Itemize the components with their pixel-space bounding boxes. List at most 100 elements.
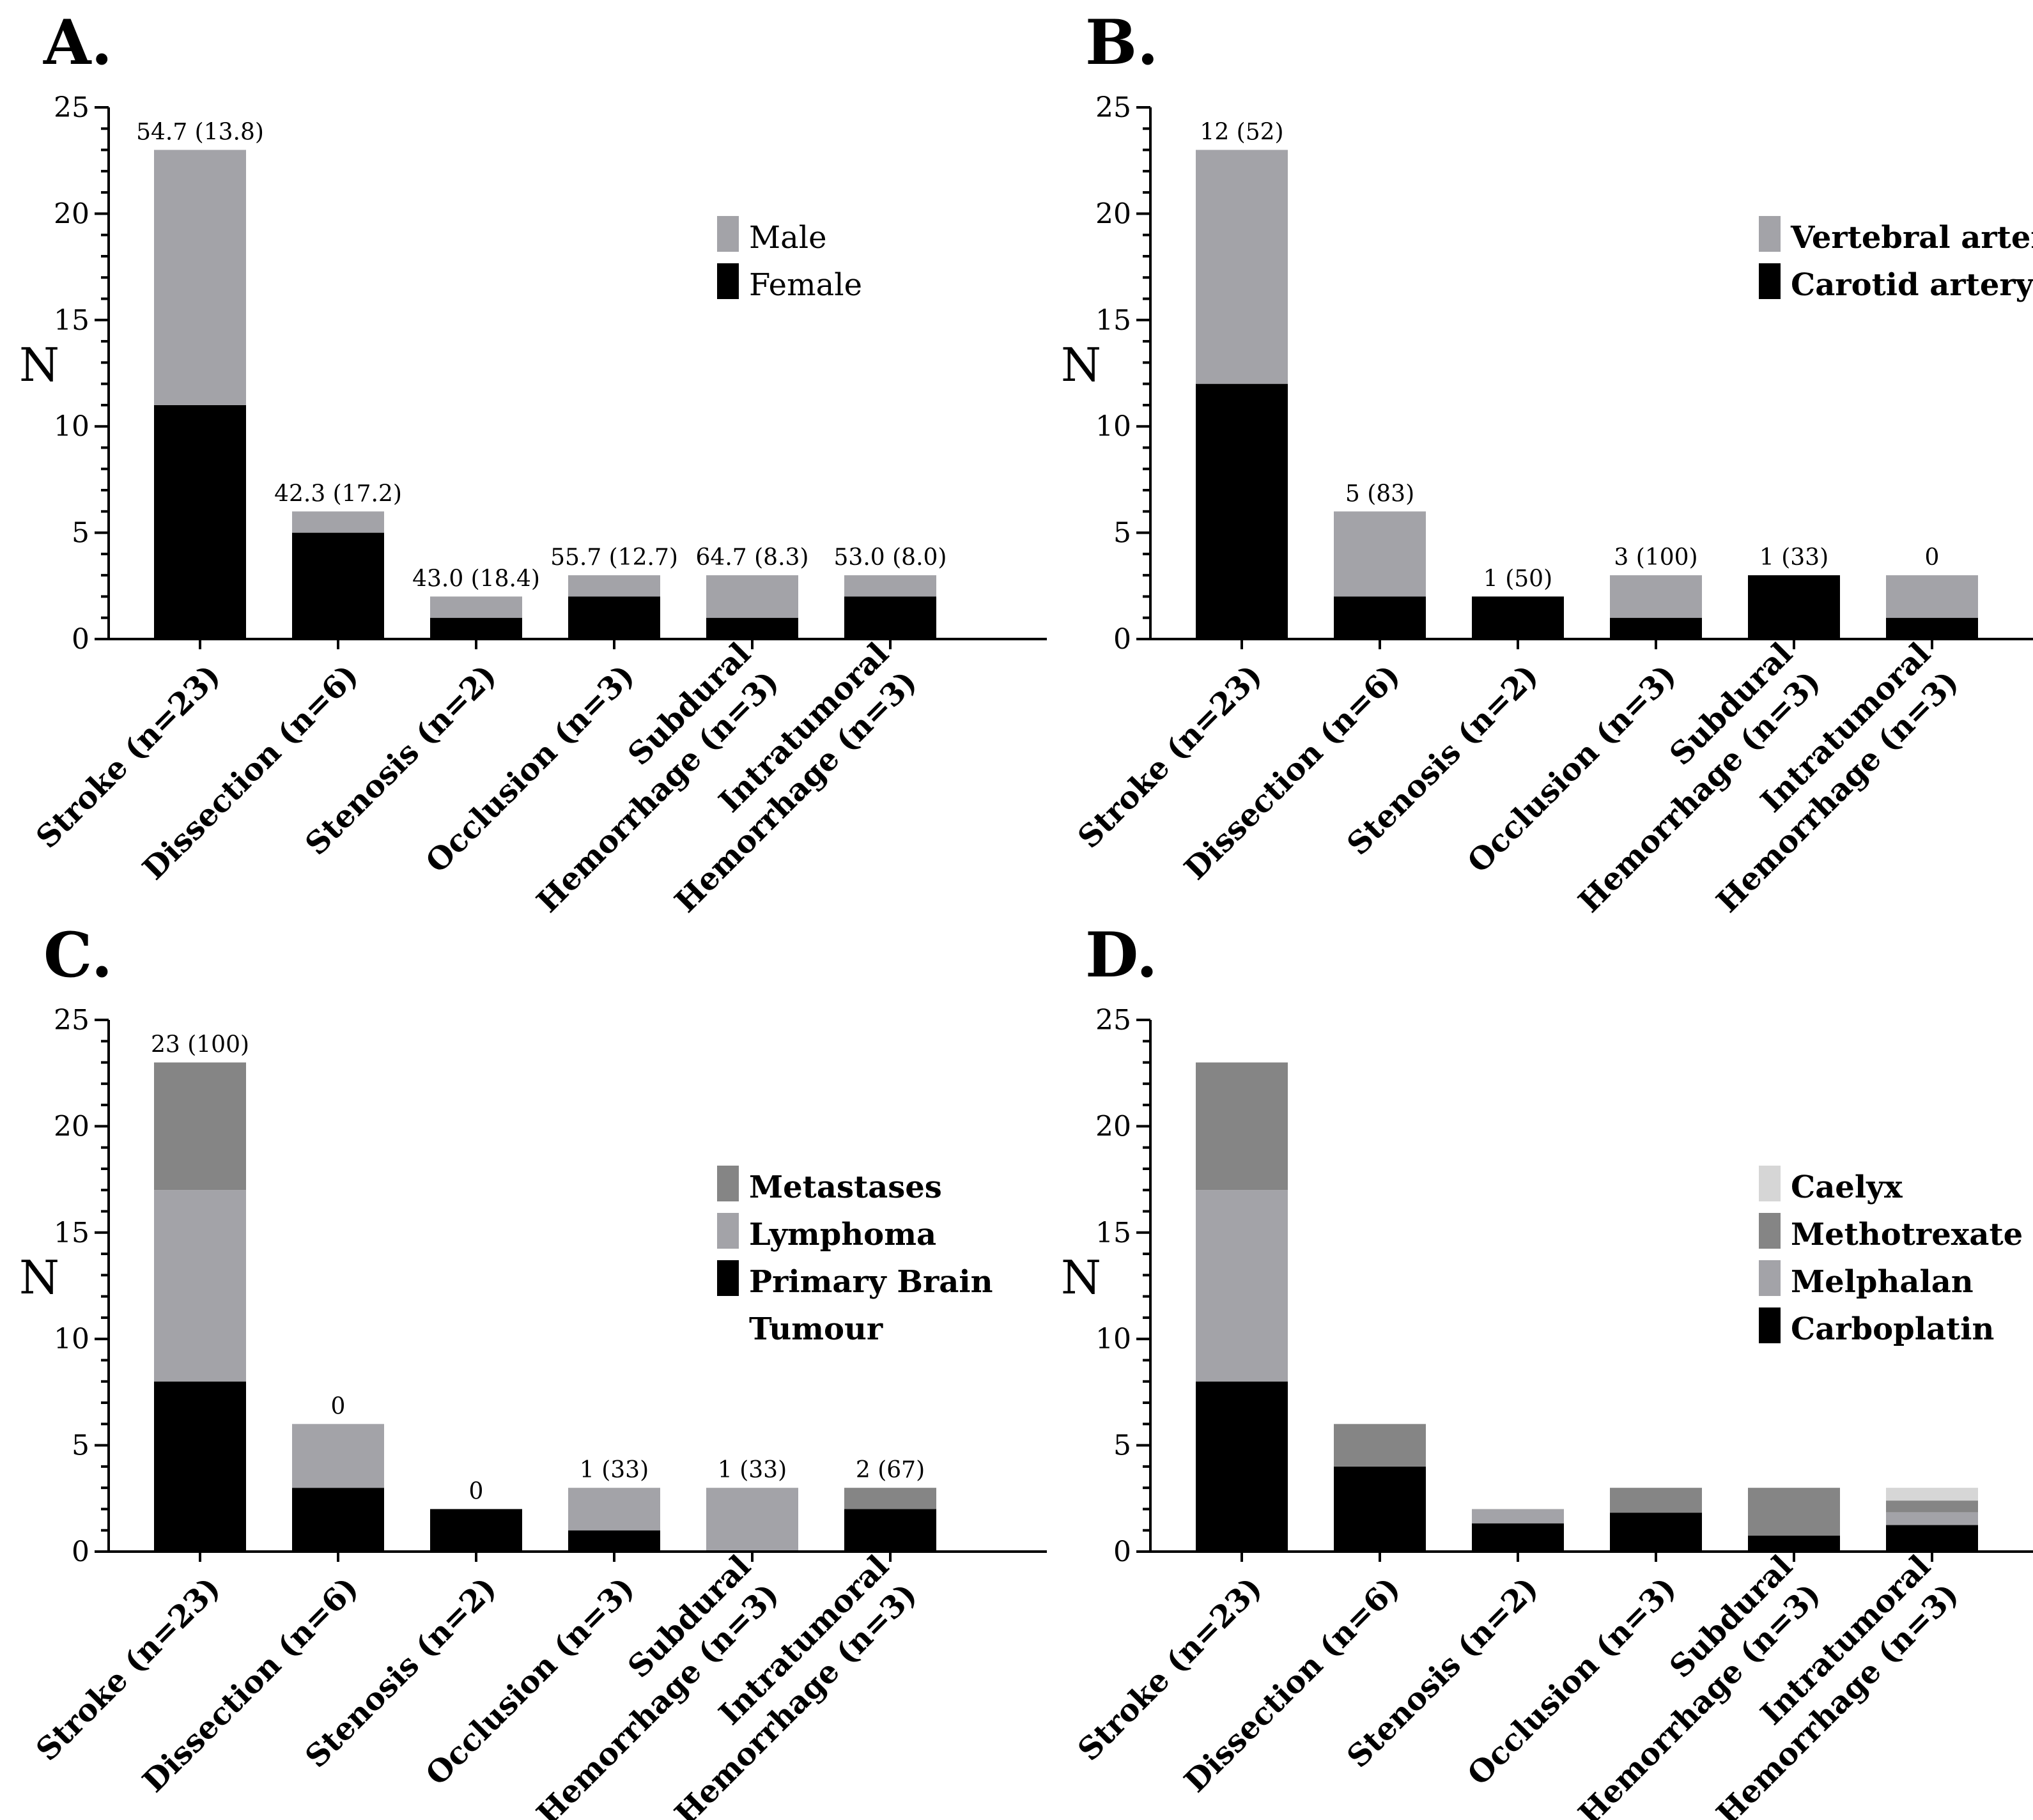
data-label: 5 (83) bbox=[1345, 481, 1414, 507]
legend-label: Vertebral artery bbox=[1790, 220, 2033, 256]
y-tick-label: 10 bbox=[54, 410, 89, 443]
bar-carotid-artery bbox=[1196, 383, 1288, 639]
bar-methotrexate bbox=[1334, 1424, 1426, 1467]
legend-label: Lymphoma bbox=[749, 1217, 936, 1253]
bar-methotrexate bbox=[1886, 1500, 1978, 1513]
bar-male bbox=[430, 596, 522, 618]
legend-swatch bbox=[1759, 1166, 1781, 1201]
legend-swatch bbox=[1759, 1307, 1781, 1343]
y-tick-label: 25 bbox=[1095, 1004, 1131, 1037]
data-label: 43.0 (18.4) bbox=[412, 566, 540, 592]
bar-lymphoma bbox=[154, 1190, 246, 1382]
bar-vertebral-artery bbox=[1334, 511, 1426, 597]
bar-male bbox=[154, 150, 246, 405]
y-tick-label: 10 bbox=[54, 1323, 89, 1355]
legend-swatch bbox=[1759, 1260, 1781, 1296]
bar-carboplatin bbox=[1334, 1466, 1426, 1552]
bar-carotid-artery bbox=[1748, 575, 1840, 639]
legend-label: Male bbox=[749, 220, 827, 256]
bar-carotid-artery bbox=[1886, 617, 1978, 639]
bar-primary-brain-tumour bbox=[430, 1509, 522, 1552]
bar-vertebral-artery bbox=[1886, 575, 1978, 618]
bar-primary-brain-tumour bbox=[844, 1509, 936, 1552]
bar-female bbox=[568, 596, 660, 639]
y-tick-label: 15 bbox=[54, 304, 89, 337]
legend-swatch bbox=[717, 216, 739, 252]
bar-carotid-artery bbox=[1472, 596, 1564, 639]
legend-label: Female bbox=[749, 267, 862, 303]
legend-swatch bbox=[717, 1166, 739, 1201]
legend-swatch bbox=[717, 1213, 739, 1249]
bar-carboplatin bbox=[1472, 1523, 1564, 1552]
chart-panel-b: B.N12 (52)Stroke (n=23)5 (83)Dissection … bbox=[1061, 6, 2033, 920]
y-tick-label: 0 bbox=[1113, 623, 1131, 656]
y-tick-label: 20 bbox=[54, 1110, 89, 1143]
data-label: 2 (67) bbox=[856, 1457, 925, 1483]
bar-lymphoma bbox=[292, 1424, 384, 1488]
bar-lymphoma bbox=[706, 1488, 798, 1552]
bar-carotid-artery bbox=[1610, 617, 1702, 639]
bar-lymphoma bbox=[568, 1488, 660, 1531]
data-label: 53.0 (8.0) bbox=[834, 544, 947, 571]
bar-primary-brain-tumour bbox=[568, 1530, 660, 1552]
legend-swatch bbox=[1759, 216, 1781, 252]
chart-panel-a: A.N54.7 (13.8)Stroke (n=23)42.3 (17.2)Di… bbox=[19, 6, 1047, 920]
y-tick-label: 0 bbox=[1113, 1536, 1131, 1568]
y-tick-label: 15 bbox=[54, 1217, 89, 1249]
y-axis-label: N bbox=[1061, 1251, 1101, 1304]
y-tick-label: 5 bbox=[1113, 1430, 1131, 1462]
data-label: 3 (100) bbox=[1614, 544, 1697, 571]
y-tick-label: 0 bbox=[72, 623, 89, 656]
bar-vertebral-artery bbox=[1610, 575, 1702, 618]
y-axis-label: N bbox=[19, 1251, 59, 1304]
y-tick-label: 25 bbox=[54, 1004, 89, 1037]
y-tick-label: 0 bbox=[72, 1536, 89, 1568]
bar-female bbox=[430, 617, 522, 639]
bar-male bbox=[568, 575, 660, 597]
data-label: 23 (100) bbox=[151, 1032, 249, 1058]
legend-label: Tumour bbox=[749, 1311, 883, 1347]
data-label: 55.7 (12.7) bbox=[550, 544, 678, 571]
y-tick-label: 20 bbox=[1095, 197, 1131, 230]
legend-label: Carotid artery bbox=[1791, 267, 2033, 303]
y-tick-label: 5 bbox=[72, 517, 89, 550]
bar-carboplatin bbox=[1610, 1513, 1702, 1552]
bar-primary-brain-tumour bbox=[154, 1381, 246, 1552]
y-axis-label: N bbox=[1061, 338, 1101, 392]
y-tick-label: 10 bbox=[1095, 1323, 1131, 1355]
bar-female bbox=[844, 596, 936, 639]
data-label: 42.3 (17.2) bbox=[274, 481, 402, 507]
y-tick-label: 20 bbox=[1095, 1110, 1131, 1143]
bar-male bbox=[292, 511, 384, 533]
legend-label: Carboplatin bbox=[1791, 1311, 1994, 1347]
bar-methotrexate bbox=[1748, 1488, 1840, 1536]
bar-carboplatin bbox=[1196, 1381, 1288, 1552]
bar-primary-brain-tumour bbox=[292, 1488, 384, 1552]
bar-male bbox=[706, 575, 798, 618]
legend-label: Primary Brain bbox=[749, 1264, 993, 1300]
data-label: 12 (52) bbox=[1200, 120, 1283, 146]
y-tick-label: 5 bbox=[1113, 517, 1131, 550]
bar-female bbox=[292, 532, 384, 639]
y-tick-label: 5 bbox=[72, 1430, 89, 1462]
panel-letter: B. bbox=[1085, 6, 1159, 79]
panel-letter: A. bbox=[43, 6, 112, 79]
bar-caelyx bbox=[1886, 1488, 1978, 1501]
bar-vertebral-artery bbox=[1196, 150, 1288, 384]
y-tick-label: 15 bbox=[1095, 1217, 1131, 1249]
bar-female bbox=[154, 405, 246, 639]
bar-methotrexate bbox=[1610, 1488, 1702, 1513]
legend-swatch bbox=[717, 1260, 739, 1296]
y-tick-label: 15 bbox=[1095, 304, 1131, 337]
bar-female bbox=[706, 617, 798, 639]
legend-label: Caelyx bbox=[1791, 1169, 1903, 1205]
data-label: 0 bbox=[331, 1393, 346, 1419]
bar-carotid-artery bbox=[1334, 596, 1426, 639]
bar-melphalan bbox=[1886, 1512, 1978, 1525]
bar-carboplatin bbox=[1748, 1536, 1840, 1552]
data-label: 1 (33) bbox=[718, 1457, 787, 1483]
legend-swatch bbox=[1759, 263, 1781, 299]
